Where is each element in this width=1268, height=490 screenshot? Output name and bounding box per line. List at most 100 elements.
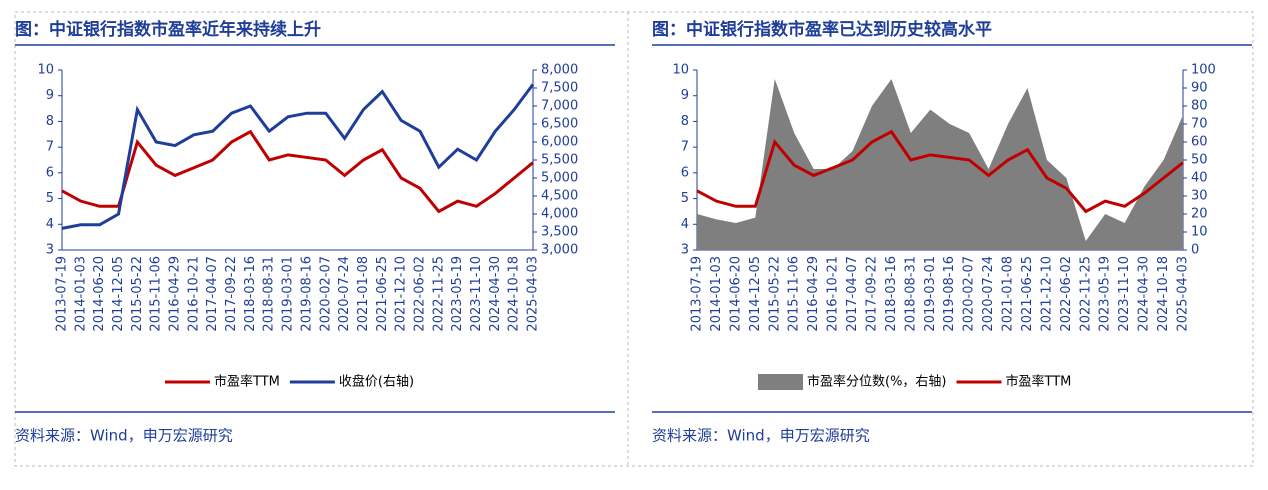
y2-tick-label: 40 [1191, 171, 1208, 186]
y2-tick-label: 30 [1191, 189, 1208, 204]
legend-label: 市盈率TTM [214, 374, 280, 390]
y2-tick-label: 60 [1191, 135, 1208, 150]
y-tick-label: 4 [681, 217, 689, 232]
y-tick-label: 4 [46, 217, 54, 232]
x-tick-label: 2021-06-25 [375, 256, 390, 332]
x-tick-label: 2020-02-07 [318, 256, 333, 332]
y2-tick-label: 6,000 [541, 135, 578, 150]
x-tick-label: 2023-05-19 [450, 256, 465, 332]
y2-tick-label: 7,000 [541, 99, 578, 114]
x-tick-label: 2018-08-31 [903, 256, 918, 332]
line [61, 83, 535, 230]
y-tick-label: 10 [37, 63, 54, 78]
x-tick-label: 2017-04-07 [845, 256, 860, 332]
x-tick-label: 2021-12-10 [1039, 256, 1054, 332]
x-tick-label: 2013-07-19 [690, 256, 705, 332]
y-tick-label: 5 [681, 191, 689, 206]
y-tick-label: 10 [672, 63, 689, 78]
chart-title: 图：中证银行指数市盈率已达到历史较高水平 [652, 19, 992, 40]
x-tick-label: 2017-09-22 [864, 256, 879, 332]
y-tick-label: 9 [681, 88, 689, 103]
x-tick-label: 2024-04-30 [1137, 256, 1152, 332]
x-tick-label: 2014-01-03 [709, 256, 724, 332]
legend-label: 收盘价(右轴) [339, 374, 414, 390]
x-tick-label: 2018-08-31 [262, 256, 277, 332]
x-tick-label: 2021-06-25 [1020, 256, 1035, 332]
x-tick-label: 2017-09-22 [224, 256, 239, 332]
line [696, 129, 1184, 214]
x-tick-label: 2022-06-02 [412, 256, 427, 332]
x-tick-label: 2021-01-08 [356, 256, 371, 332]
x-tick-label: 2016-10-21 [186, 256, 201, 332]
y2-tick-label: 70 [1191, 117, 1208, 132]
legend-label: 市盈率分位数(%，右轴) [807, 374, 947, 390]
source: 资料来源：Wind，申万宏源研究 [652, 427, 870, 445]
x-tick-label: 2021-12-10 [394, 256, 409, 332]
y-tick-label: 3 [681, 243, 689, 258]
x-tick-label: 2021-01-08 [1001, 256, 1016, 332]
x-tick-label: 2014-06-20 [92, 256, 107, 332]
y2-tick-label: 80 [1191, 99, 1208, 114]
chart-title: 图：中证银行指数市盈率近年来持续上升 [15, 19, 321, 40]
x-tick-label: 2016-04-29 [806, 256, 821, 332]
x-tick-label: 2022-06-02 [1059, 256, 1074, 332]
border [14, 11, 1254, 467]
legend-swatch [758, 374, 803, 390]
x-tick-label: 2023-05-19 [1098, 256, 1113, 332]
y2-tick-label: 5,500 [541, 153, 578, 168]
x-tick-label: 2014-12-05 [748, 256, 763, 332]
x-tick-label: 2024-10-18 [507, 256, 522, 332]
y2-tick-label: 100 [1191, 63, 1216, 78]
x-tick-label: 2013-07-19 [55, 256, 70, 332]
y-tick-label: 3 [46, 243, 54, 258]
y-tick-label: 9 [46, 88, 54, 103]
x-tick-label: 2020-02-07 [962, 256, 977, 332]
y-tick-label: 7 [681, 140, 689, 155]
x-tick-label: 2019-03-01 [281, 256, 296, 332]
x-tick-label: 2018-03-16 [243, 256, 258, 332]
y-tick-label: 6 [46, 165, 54, 180]
y2-tick-label: 7,500 [541, 81, 578, 96]
y2-tick-label: 10 [1191, 225, 1208, 240]
x-tick-label: 2020-07-24 [981, 256, 996, 332]
y2-tick-label: 3,500 [541, 225, 578, 240]
x-tick-label: 2016-04-29 [168, 256, 183, 332]
x-tick-label: 2015-05-22 [130, 256, 145, 332]
y-tick-label: 6 [681, 165, 689, 180]
x-tick-label: 2019-08-16 [942, 256, 957, 332]
y2-tick-label: 6,500 [541, 117, 578, 132]
x-tick-label: 2015-11-06 [149, 256, 164, 332]
x-tick-label: 2016-10-21 [826, 256, 841, 332]
y-tick-label: 5 [46, 191, 54, 206]
y2-tick-label: 0 [1191, 243, 1199, 258]
x-tick-label: 2014-12-05 [111, 256, 126, 332]
x-tick-label: 2025-04-03 [526, 256, 541, 332]
y2-tick-label: 20 [1191, 207, 1208, 222]
y2-tick-label: 90 [1191, 81, 1208, 96]
y2-tick-label: 8,000 [541, 63, 578, 78]
y2-tick-label: 4,500 [541, 189, 578, 204]
x-tick-label: 2014-06-20 [728, 256, 743, 332]
y-tick-label: 7 [46, 140, 54, 155]
x-tick-label: 2018-03-16 [884, 256, 899, 332]
x-tick-label: 2024-10-18 [1156, 256, 1171, 332]
source: 资料来源：Wind，申万宏源研究 [15, 427, 233, 445]
x-tick-label: 2022-11-25 [431, 256, 446, 332]
x-tick-label: 2015-05-22 [767, 256, 782, 332]
x-tick-label: 2019-03-01 [923, 256, 938, 332]
y2-tick-label: 4,000 [541, 207, 578, 222]
y-tick-label: 8 [681, 114, 689, 129]
x-tick-label: 2014-01-03 [73, 256, 88, 332]
x-tick-label: 2023-11-10 [469, 256, 484, 332]
y2-tick-label: 5,000 [541, 171, 578, 186]
x-tick-label: 2024-04-30 [488, 256, 503, 332]
x-tick-label: 2020-07-24 [337, 256, 352, 332]
y2-tick-label: 3,000 [541, 243, 578, 258]
x-tick-label: 2019-08-16 [299, 256, 314, 332]
y2-tick-label: 50 [1191, 153, 1208, 168]
x-tick-label: 2022-11-25 [1078, 256, 1093, 332]
legend-label: 市盈率TTM [1006, 374, 1072, 390]
y-tick-label: 8 [46, 114, 54, 129]
x-tick-label: 2015-11-06 [787, 256, 802, 332]
line [61, 129, 534, 214]
